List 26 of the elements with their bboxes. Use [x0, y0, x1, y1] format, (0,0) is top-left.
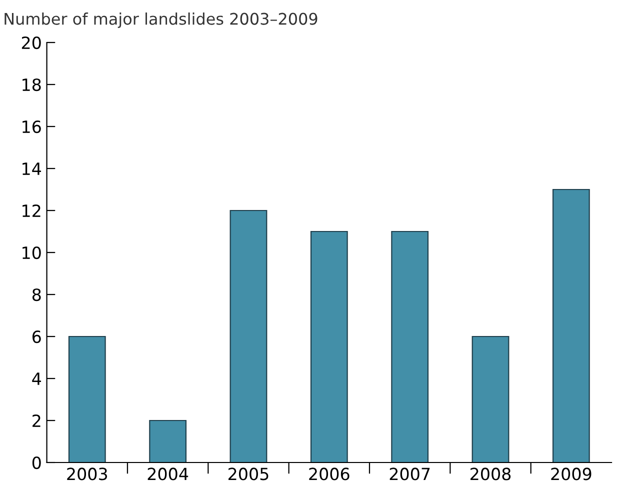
bar [391, 230, 429, 462]
bar [230, 210, 268, 462]
bar [149, 420, 187, 462]
y-tick-label: 0 [32, 456, 41, 470]
bar [68, 336, 106, 462]
y-tick-label: 6 [32, 330, 41, 344]
bar [310, 230, 348, 462]
chart-title: Number of major landslides 2003–2009 [4, 12, 318, 28]
y-tick-label: 8 [32, 288, 41, 302]
y-tick-label: 18 [22, 78, 41, 92]
y-tick-label: 2 [32, 414, 40, 427]
x-tick-label: 2005 [228, 468, 268, 480]
x-tick-label: 2007 [390, 468, 430, 480]
x-tick-label: 2004 [148, 468, 188, 480]
bar [472, 336, 510, 462]
y-tick-label: 10 [22, 246, 41, 260]
y-tick-label: 20 [22, 36, 41, 50]
y-tick-label: 12 [22, 204, 40, 217]
y-tick-label: 14 [22, 162, 42, 175]
x-tick-label: 2003 [67, 468, 108, 480]
bar [552, 188, 590, 462]
y-tick-label: 16 [22, 120, 41, 134]
x-tick-label: 2008 [470, 468, 511, 480]
y-tick-label: 4 [32, 372, 42, 385]
x-tick-label: 2009 [551, 468, 592, 480]
x-tick-label: 2006 [309, 468, 350, 480]
